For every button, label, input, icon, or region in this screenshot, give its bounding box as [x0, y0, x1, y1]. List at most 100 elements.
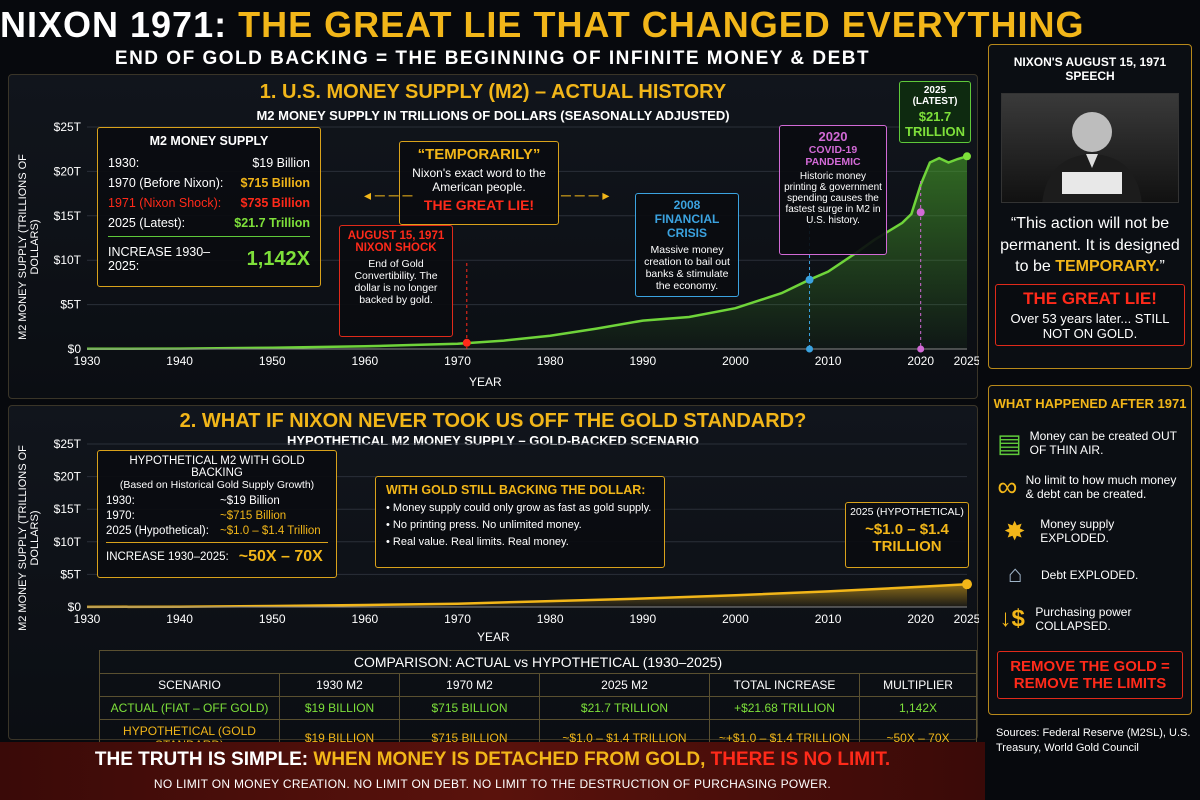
- event-marker-base: [806, 345, 814, 353]
- list-item: ⌂ Debt EXPLODED.: [997, 553, 1183, 597]
- x-tick-label: 1990: [629, 612, 656, 626]
- x-tick-label: 2025: [954, 612, 979, 626]
- nixon-shock-box: AUGUST 15, 1971 NIXON SHOCK End of Gold …: [339, 225, 453, 337]
- y-tick-label: $20T: [54, 470, 82, 484]
- list-item: ↓$ Purchasing power COLLAPSED.: [997, 597, 1183, 641]
- hypothetical-panel: 2. WHAT IF NIXON NEVER TOOK US OFF THE G…: [8, 405, 979, 757]
- x-tick-label: 1940: [166, 612, 193, 626]
- great-lie-box: THE GREAT LIE! Over 53 years later... ST…: [995, 283, 1185, 346]
- money-stack-icon: ▤: [997, 427, 1022, 458]
- m2-row: 1970 (Before Nixon): $715 Billion: [108, 176, 310, 190]
- table-row: ACTUAL (FIAT – OFF GOLD) $19 BILLION $71…: [99, 696, 977, 720]
- m2-increase: INCREASE 1930–2025: 1,142X: [108, 236, 310, 273]
- after-list: ▤ Money can be created OUT OF THIN AIR. …: [989, 411, 1191, 641]
- crisis-2008-box: 2008 FINANCIAL CRISIS Massive money crea…: [635, 193, 739, 297]
- explosion-icon: ✸: [1003, 515, 1026, 546]
- hypo-row: 1930: ~$19 Billion: [106, 495, 280, 507]
- hypo-2025-box: 2025 (HYPOTHETICAL) ~$1.0 – $1.4 TRILLIO…: [845, 502, 969, 568]
- actual-history-panel: 1. U.S. MONEY SUPPLY (M2) – ACTUAL HISTO…: [8, 74, 979, 399]
- event-marker-dot: [963, 152, 971, 161]
- footer-banner: THE TRUTH IS SIMPLE: WHEN MONEY IS DETAC…: [0, 742, 985, 800]
- footer-subline: NO LIMIT ON MONEY CREATION. NO LIMIT ON …: [153, 777, 832, 791]
- x-tick-label: 2010: [815, 354, 842, 368]
- temporarily-box: “TEMPORARILY” Nixon's exact word to the …: [399, 141, 559, 225]
- sources-note: Sources: Federal Reserve (M2SL), U.S. Tr…: [996, 727, 1191, 755]
- x-tick-label: 1930: [74, 354, 101, 368]
- x-tick-label: 1970: [444, 612, 471, 626]
- y-tick-label: $25T: [54, 120, 82, 134]
- x-tick-label: 1950: [259, 612, 286, 626]
- event-marker-dot: [805, 275, 814, 284]
- x-tick-label: 1950: [259, 354, 286, 368]
- nixon-photo: [1001, 93, 1179, 203]
- m2-info-heading: M2 MONEY SUPPLY: [149, 134, 269, 148]
- x-tick-label: 1930: [74, 612, 101, 626]
- hypo-row: 1970: ~$715 Billion: [106, 510, 287, 522]
- y-tick-label: $5T: [60, 298, 81, 312]
- hypo-increase: INCREASE 1930–2025: ~50X – 70X: [106, 542, 328, 566]
- m2-row: 2025 (Latest): $21.7 Trillion: [108, 216, 310, 230]
- m2-row: 1930: $19 Billion: [108, 156, 310, 170]
- hypo-end-dot: [962, 579, 972, 590]
- bank-icon: ⌂: [1007, 561, 1023, 588]
- m2-row: 1971 (Nixon Shock): $735 Billion: [108, 196, 310, 210]
- bullet-item: • Money supply could only grow as fast a…: [386, 502, 652, 514]
- x-tick-label: 1990: [629, 354, 656, 368]
- series-line: [86, 582, 968, 609]
- falling-dollar-icon: ↓$: [999, 605, 1025, 632]
- m2-info-box: M2 MONEY SUPPLY 1930: $19 Billion 1970 (B…: [97, 127, 321, 287]
- x-tick-label: 2010: [815, 612, 842, 626]
- speech-quote: “This action will not be permanent. It i…: [1000, 215, 1180, 276]
- latest-2025-box: 2025 (LATEST) $21.7 TRILLION: [899, 81, 971, 143]
- nixon-portrait-icon: [1042, 112, 1142, 202]
- x-tick-label: 2000: [722, 612, 749, 626]
- after-1971-sidebar: WHAT HAPPENED AFTER 1971 ▤ Money can be …: [988, 385, 1192, 715]
- table-header-row: SCENARIO 1930 M2 1970 M2 2025 M2 TOTAL I…: [99, 673, 977, 697]
- panel1-subtitle: M2 MONEY SUPPLY IN TRILLIONS OF DOLLARS …: [256, 108, 730, 123]
- bullet-item: • No printing press. No unlimited money.: [386, 519, 582, 531]
- series-area: [87, 156, 967, 349]
- comparison-table: COMPARISON: ACTUAL vs HYPOTHETICAL (1930…: [99, 650, 977, 757]
- title-part-a: NIXON 1971:: [0, 4, 228, 45]
- series-area: [87, 584, 967, 607]
- covid-box: 2020 COVID-19 PANDEMIC Historic money pr…: [779, 125, 887, 255]
- page-subtitle: END OF GOLD BACKING = THE BEGINNING OF I…: [114, 48, 871, 69]
- event-marker-dot: [462, 338, 471, 347]
- y-tick-label: $0: [68, 600, 82, 614]
- list-item: ▤ Money can be created OUT OF THIN AIR.: [997, 427, 1177, 458]
- x-tick-label: 2020: [907, 354, 934, 368]
- speech-sidebar: NIXON'S AUGUST 15, 1971 SPEECH “This act…: [988, 44, 1192, 369]
- bullet-item: • Real value. Real limits. Real money.: [386, 536, 569, 548]
- y-tick-label: $25T: [54, 437, 82, 451]
- x-tick-label: 1980: [537, 612, 564, 626]
- x-tick-label: 2020: [907, 612, 934, 626]
- panel2-xlabel: YEAR: [477, 630, 510, 644]
- y-tick-label: $10T: [54, 535, 82, 549]
- list-item: ∞ No limit to how much money & debt can …: [997, 471, 1177, 502]
- series-line: [86, 155, 968, 351]
- y-tick-label: $0: [68, 342, 82, 356]
- list-item: ✸ Money supply EXPLODED.: [997, 509, 1183, 553]
- comparison-title: COMPARISON: ACTUAL vs HYPOTHETICAL (1930…: [99, 650, 977, 673]
- panel1-xlabel: YEAR: [469, 375, 502, 389]
- x-tick-label: 1960: [352, 354, 379, 368]
- after-title: WHAT HAPPENED AFTER 1971: [993, 396, 1187, 411]
- y-tick-label: $15T: [54, 209, 82, 223]
- y-tick-label: $20T: [54, 164, 82, 178]
- panel1-title: 1. U.S. MONEY SUPPLY (M2) – ACTUAL HISTO…: [259, 81, 727, 103]
- event-marker-dot: [916, 208, 925, 217]
- speech-title: NIXON'S AUGUST 15, 1971 SPEECH: [1013, 55, 1167, 83]
- infinity-icon: ∞: [997, 471, 1018, 502]
- panel2-title: 2. WHAT IF NIXON NEVER TOOK US OFF THE G…: [179, 410, 807, 432]
- arrow-right-icon: ─ ─ ─ ▸: [561, 187, 610, 203]
- x-tick-label: 2025: [954, 354, 979, 368]
- x-tick-label: 2000: [722, 354, 749, 368]
- page-title: NIXON 1971: THE GREAT LIE THAT CHANGED E…: [0, 4, 1083, 46]
- y-tick-label: $5T: [60, 567, 81, 581]
- title-part-b: THE GREAT LIE THAT CHANGED EVERYTHING: [238, 4, 1085, 45]
- footer-headline: THE TRUTH IS SIMPLE: WHEN MONEY IS DETAC…: [94, 749, 891, 770]
- x-tick-label: 1980: [537, 354, 564, 368]
- x-tick-label: 1960: [352, 612, 379, 626]
- hypo-row: 2025 (Hypothetical): ~$1.0 – $1.4 Trillio…: [106, 525, 321, 537]
- y-tick-label: $10T: [54, 253, 82, 267]
